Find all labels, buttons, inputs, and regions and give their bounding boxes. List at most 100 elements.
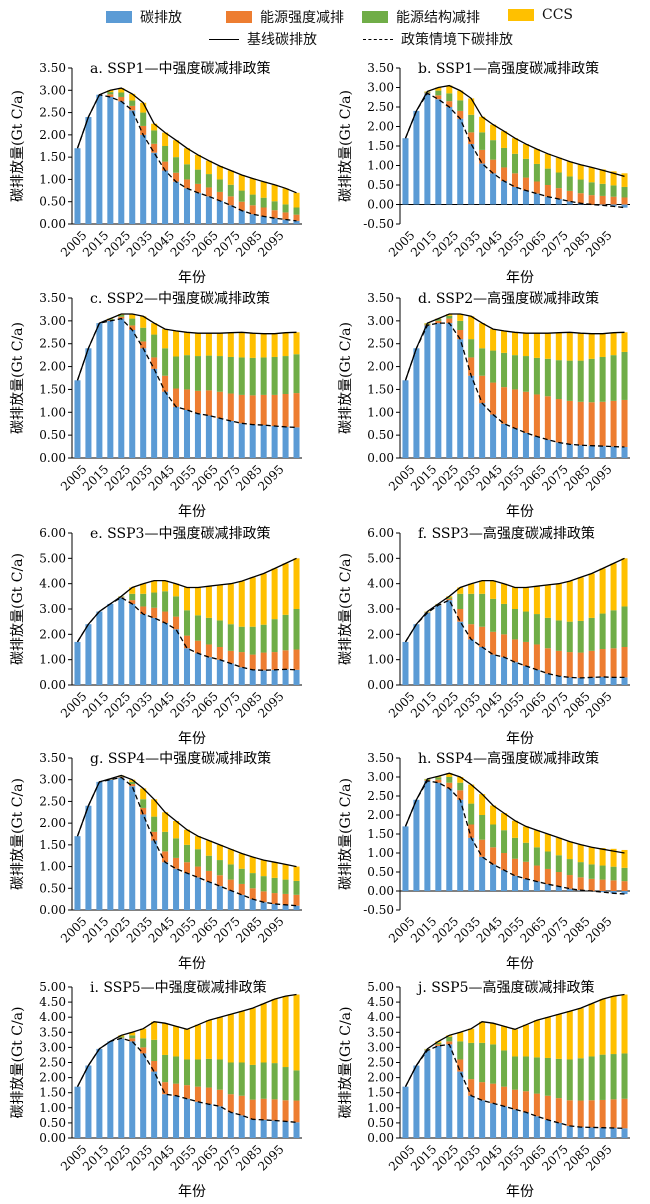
panel-title: f. SSP3—高强度碳减排政策 xyxy=(418,525,595,542)
bar-ccs xyxy=(566,841,573,860)
y-tick-label: 0.00 xyxy=(367,198,394,212)
legend-swatch-ccs xyxy=(508,9,534,21)
bar-structure xyxy=(544,358,551,397)
bar-ccs xyxy=(249,333,256,358)
bar-ccs xyxy=(522,826,529,843)
bar-carbon xyxy=(599,446,606,458)
bar-structure xyxy=(457,1041,464,1060)
x-axis-label: 年份 xyxy=(506,731,534,747)
bar-structure xyxy=(282,356,289,394)
bar-intensity xyxy=(162,1082,169,1095)
bar-intensity xyxy=(599,649,606,677)
bar-structure xyxy=(544,1057,551,1096)
bar-structure xyxy=(205,1058,212,1088)
bar-intensity xyxy=(227,650,234,664)
bar-carbon xyxy=(227,1112,234,1138)
bar-intensity xyxy=(566,875,573,889)
bar-structure xyxy=(140,1038,147,1048)
bar-intensity xyxy=(194,183,201,193)
bar-intensity xyxy=(544,1095,551,1120)
bar-ccs xyxy=(468,1028,475,1043)
bar-carbon xyxy=(129,603,136,685)
bar-structure xyxy=(479,593,486,627)
bar-carbon xyxy=(621,1128,628,1138)
y-tick-label: 3.50 xyxy=(39,61,66,75)
bar-carbon xyxy=(501,657,508,685)
bar-carbon xyxy=(151,617,158,685)
bar-carbon xyxy=(511,662,519,685)
bar-intensity xyxy=(227,1094,234,1113)
bar-ccs xyxy=(216,1017,223,1060)
bar-carbon xyxy=(205,881,212,910)
bar-carbon xyxy=(194,653,201,685)
bar-intensity xyxy=(544,868,551,885)
bar-carbon xyxy=(490,1103,497,1138)
bar-intensity xyxy=(216,391,223,419)
bar-carbon xyxy=(85,805,92,910)
bar-structure xyxy=(282,879,289,894)
y-tick-label: 1.00 xyxy=(39,172,66,186)
bar-intensity xyxy=(566,1100,573,1126)
bar-ccs xyxy=(271,184,278,202)
bar-carbon xyxy=(479,647,486,685)
bar-intensity xyxy=(479,375,486,404)
bar-ccs xyxy=(227,849,234,865)
bar-carbon xyxy=(205,1104,212,1138)
bar-structure xyxy=(479,815,486,840)
bar-intensity xyxy=(151,1060,158,1072)
bar-ccs xyxy=(129,779,136,782)
bar-intensity xyxy=(468,132,475,145)
bar-intensity xyxy=(293,894,300,906)
bar-carbon xyxy=(610,1128,617,1138)
y-tick-label: 3.50 xyxy=(367,751,394,765)
bar-carbon xyxy=(599,1127,606,1138)
bar-ccs xyxy=(533,333,540,358)
bar-carbon xyxy=(140,348,147,458)
bar-intensity xyxy=(511,173,519,187)
bar-intensity xyxy=(522,641,529,666)
bar-structure xyxy=(610,185,617,197)
bar-carbon xyxy=(501,1106,508,1138)
bar-ccs xyxy=(129,1032,136,1036)
bar-intensity xyxy=(205,187,212,197)
bar-structure xyxy=(118,775,125,777)
bar-intensity xyxy=(599,195,606,205)
bar-ccs xyxy=(544,834,551,852)
bar-structure xyxy=(227,356,234,394)
bar-carbon xyxy=(621,677,628,685)
panel-title: d. SSP2—高强度碳减排政策 xyxy=(418,290,599,307)
bar-intensity xyxy=(501,167,508,182)
bar-structure xyxy=(227,1062,234,1095)
panel-g: 0.000.501.001.502.002.503.003.5020052015… xyxy=(10,750,302,972)
bar-structure xyxy=(194,356,201,391)
bar-carbon xyxy=(468,375,475,458)
bar-ccs xyxy=(293,866,300,881)
bar-carbon xyxy=(151,368,158,458)
bar-ccs xyxy=(511,332,519,356)
panel-title: b. SSP1—高强度碳减排政策 xyxy=(418,60,599,77)
bar-structure xyxy=(162,348,169,376)
bar-ccs xyxy=(522,1024,529,1057)
bar-intensity xyxy=(194,640,201,654)
bar-carbon xyxy=(238,667,245,685)
bar-ccs xyxy=(260,1003,267,1063)
y-tick-label: 1.50 xyxy=(39,382,66,396)
bar-intensity xyxy=(238,394,245,424)
x-tick-label: 2095 xyxy=(583,689,614,720)
bar-structure xyxy=(435,319,442,321)
bar-intensity xyxy=(173,1083,180,1096)
panel-j: 0.000.501.001.502.002.50 3.003.504.004.50… xyxy=(338,979,630,1200)
bar-intensity xyxy=(249,1099,256,1120)
policy-line xyxy=(404,599,625,679)
bar-ccs xyxy=(260,573,267,625)
bar-carbon xyxy=(227,663,234,685)
y-tick-label: 1.00 xyxy=(367,159,394,173)
bar-intensity xyxy=(566,190,573,202)
y-tick-label: 3.50 xyxy=(39,1025,66,1039)
bar-structure xyxy=(293,609,300,650)
bar-intensity xyxy=(457,1059,464,1072)
bar-intensity xyxy=(501,634,508,658)
bar-ccs xyxy=(588,333,595,359)
bar-intensity xyxy=(173,172,180,182)
baseline-line xyxy=(76,993,297,1087)
